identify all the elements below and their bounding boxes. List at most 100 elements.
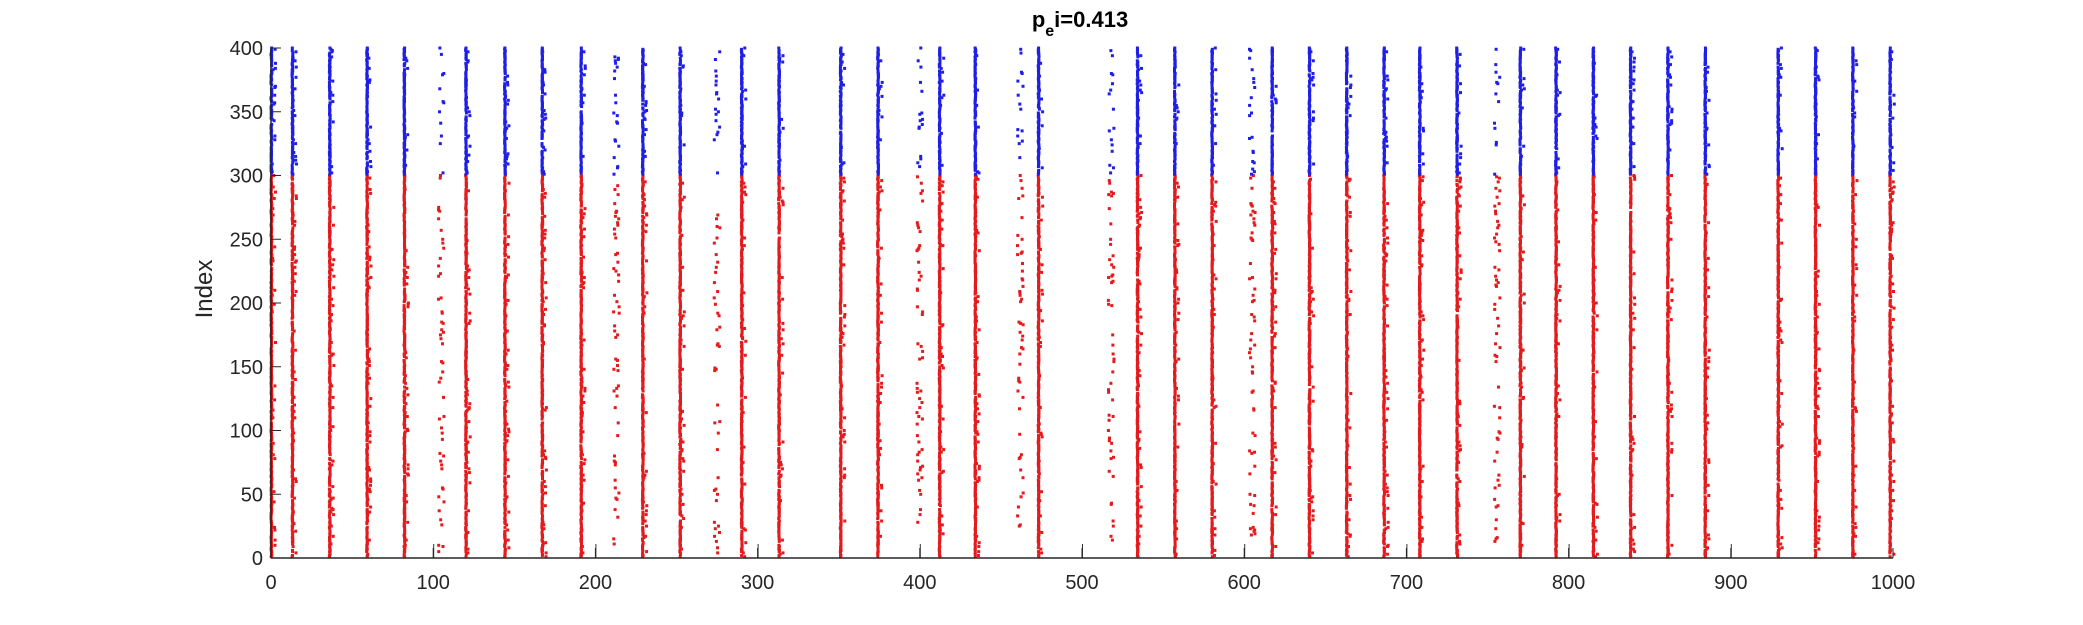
spike-dot — [1037, 310, 1041, 314]
spike-dot — [402, 464, 406, 468]
spike-dot — [742, 291, 746, 295]
spike-dot — [466, 287, 470, 291]
spike-dot — [879, 246, 883, 250]
spike-dot — [402, 394, 406, 398]
spike-dot — [973, 555, 977, 559]
spike-dot — [876, 510, 880, 514]
spike-dot — [645, 550, 649, 554]
spike-dot — [1037, 515, 1041, 519]
spike-dot — [777, 372, 781, 376]
spike-dot — [644, 230, 648, 234]
spike-dot — [327, 276, 331, 279]
spike-dot — [641, 260, 644, 264]
spike-dot — [938, 365, 942, 369]
spike-dot — [328, 457, 332, 461]
spike-dot — [777, 343, 781, 347]
spike-dot — [544, 468, 548, 472]
spike-dot — [331, 406, 335, 410]
spike-dot — [839, 483, 842, 487]
spike-dot — [679, 487, 683, 491]
spike-dot — [540, 325, 544, 329]
spike-dot — [838, 375, 842, 379]
spike-dot — [406, 472, 410, 476]
spike-dot — [365, 443, 369, 446]
spike-dot — [641, 225, 645, 228]
spike-dot — [938, 515, 942, 519]
spike-dot — [781, 551, 785, 555]
spike-dot — [368, 510, 372, 514]
spike-dot — [273, 384, 277, 388]
spike-dot — [1040, 435, 1044, 439]
spike-dot — [541, 174, 545, 177]
spike-dot — [331, 223, 335, 227]
spike-dot — [580, 277, 584, 281]
spike-dot — [973, 203, 977, 207]
spike-dot — [328, 269, 332, 273]
spike-dot — [940, 184, 944, 188]
spike-dot — [976, 177, 980, 181]
spike-dot — [328, 397, 332, 401]
spike-dot — [579, 174, 583, 177]
spike-dot — [369, 505, 373, 509]
spike-dot — [580, 463, 584, 467]
spike-dot — [579, 431, 583, 435]
spike-dot — [543, 214, 547, 218]
spike-dot — [974, 395, 978, 399]
spike-dot — [740, 483, 744, 487]
spike-dot — [941, 532, 945, 536]
spike-dot — [1036, 532, 1040, 536]
spike-dot — [938, 245, 942, 249]
spike-dot — [742, 244, 746, 248]
spike-dot — [977, 476, 981, 480]
spike-dot — [291, 531, 295, 534]
spike-dot — [464, 403, 468, 407]
spike-dot — [976, 407, 979, 411]
spike-dot — [977, 467, 981, 471]
spike-dot — [367, 466, 371, 469]
spike-dot — [680, 492, 684, 496]
spike-dot — [880, 189, 884, 193]
spike-dot — [1040, 551, 1044, 555]
spike-dot — [464, 552, 468, 556]
spike-dot — [579, 496, 583, 500]
spike-dot — [464, 217, 468, 221]
spike-dot — [403, 253, 407, 257]
spike-dot — [678, 199, 682, 203]
spike-dot — [938, 423, 942, 427]
spike-dot — [402, 313, 406, 316]
spike-dot — [839, 541, 843, 545]
spike-dot — [331, 425, 335, 429]
spike-dot — [1036, 504, 1040, 508]
spike-dot — [839, 200, 843, 204]
spike-dot — [580, 515, 583, 519]
spike-dot — [641, 231, 645, 235]
spike-dot — [292, 409, 296, 413]
spike-dot — [876, 457, 880, 461]
spike-dot — [273, 398, 277, 402]
spike-dot — [291, 548, 294, 552]
spike-dot — [582, 286, 586, 290]
spike-dot — [291, 404, 295, 408]
spike-dot — [777, 411, 781, 415]
spike-dot — [540, 284, 544, 288]
spike-dot — [838, 441, 842, 445]
spike-dot — [841, 237, 845, 241]
spike-dot — [270, 413, 274, 417]
spike-dot — [404, 356, 408, 360]
spike-dot — [332, 286, 336, 290]
spike-dot — [365, 469, 369, 473]
spike-dot — [503, 236, 507, 240]
spike-dot — [938, 545, 942, 548]
spike-dot — [678, 425, 682, 429]
spike-dot — [682, 469, 686, 473]
spike-dot — [540, 193, 544, 197]
spike-dot — [328, 305, 331, 309]
spike-dot — [740, 509, 744, 513]
spike-dot — [878, 341, 882, 344]
spike-dot — [977, 550, 981, 554]
spike-dot — [271, 441, 275, 445]
spike-dot — [641, 525, 645, 529]
spike-dot — [974, 460, 978, 464]
spike-dot — [842, 429, 846, 432]
